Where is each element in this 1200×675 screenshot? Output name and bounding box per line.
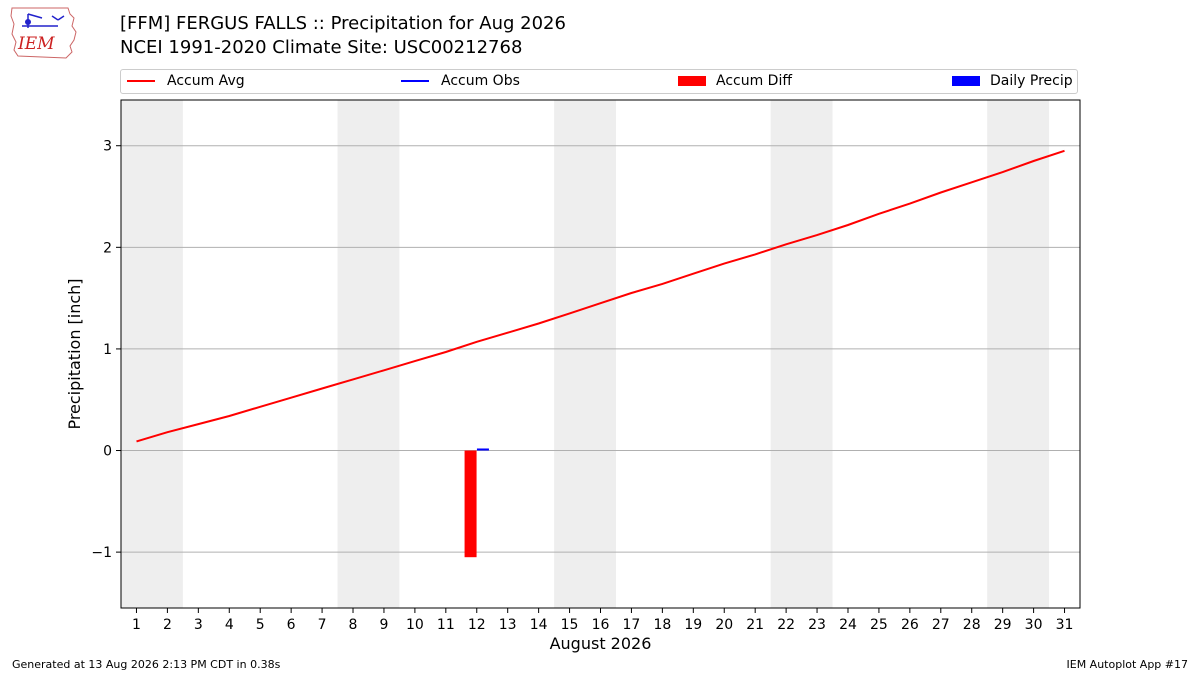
x-tick-label: 28: [963, 617, 981, 633]
series-line-accum-avg: [136, 149, 1065, 443]
weekend-band: [770, 100, 833, 608]
x-tick-label: 13: [499, 617, 517, 633]
iem-logo: [10, 7, 77, 59]
x-tick-label: 16: [592, 617, 610, 633]
y-tick-label: 2: [103, 240, 112, 256]
x-tick-label: 6: [287, 617, 296, 633]
x-tick-label: 27: [932, 617, 950, 633]
legend-swatch-accum-diff: [678, 76, 706, 86]
x-tick-label: 14: [530, 617, 548, 633]
x-tick-label: 18: [653, 617, 671, 633]
x-tick-label: 19: [684, 617, 702, 633]
x-tick-label: 9: [379, 617, 388, 633]
weekend-band: [554, 100, 616, 608]
legend-swatch-daily-precip: [952, 76, 980, 86]
chart-title: [FFM] FERGUS FALLS :: Precipitation for …: [120, 13, 566, 34]
x-tick-label: 4: [225, 617, 234, 633]
x-tick-label: 29: [994, 617, 1012, 633]
legend-swatch-accum-obs: [401, 80, 429, 82]
legend-swatch-accum-avg: [127, 80, 155, 82]
legend-item-accum-avg: Accum Avg: [127, 73, 245, 89]
x-tick-label: 7: [318, 617, 327, 633]
logo-text: IEM: [18, 34, 55, 54]
weekend-band: [337, 100, 400, 608]
x-axis-label: August 2026: [550, 634, 652, 653]
x-tick-label: 3: [194, 617, 203, 633]
y-tick-label: −1: [91, 545, 112, 561]
legend-label: Accum Obs: [441, 73, 520, 89]
legend-item-daily-precip: Daily Precip: [952, 73, 1073, 89]
footer-app-id: IEM Autoplot App #17: [1066, 658, 1189, 671]
x-tick-label: 26: [901, 617, 919, 633]
x-tick-label: 15: [561, 617, 579, 633]
chart-subtitle: NCEI 1991-2020 Climate Site: USC00212768: [120, 37, 523, 58]
y-tick-label: 3: [103, 139, 112, 155]
x-tick-label: 8: [349, 617, 358, 633]
legend-item-accum-diff: Accum Diff: [678, 73, 792, 89]
weekend-band: [121, 100, 183, 608]
y-tick-label: 0: [103, 444, 112, 460]
x-tick-label: 25: [870, 617, 888, 633]
legend-item-accum-obs: Accum Obs: [401, 73, 520, 89]
x-tick-label: 23: [808, 617, 826, 633]
x-tick-label: 11: [437, 617, 455, 633]
x-tick-label: 17: [623, 617, 641, 633]
x-tick-label: 5: [256, 617, 265, 633]
legend: Accum Avg Accum Obs Accum Diff Daily Pre…: [120, 69, 1078, 94]
x-tick-label: 31: [1056, 617, 1074, 633]
x-tick-label: 2: [163, 617, 172, 633]
footer-generated: Generated at 13 Aug 2026 2:13 PM CDT in …: [12, 658, 281, 671]
y-tick-label: 1: [103, 342, 112, 358]
legend-label: Accum Diff: [716, 73, 793, 89]
bar-daily-precip: [476, 448, 489, 451]
x-tick-label: 10: [406, 617, 424, 633]
x-tick-label: 21: [746, 617, 764, 633]
legend-label: Accum Avg: [167, 73, 245, 89]
legend-label: Daily Precip: [990, 73, 1073, 89]
x-tick-label: 20: [715, 617, 733, 633]
x-tick-label: 24: [839, 617, 857, 633]
x-tick-label: 22: [777, 617, 795, 633]
bar-accum-diff: [464, 450, 477, 558]
y-axis-label: Precipitation [inch]: [65, 278, 84, 429]
x-tick-label: 12: [468, 617, 486, 633]
weekend-band: [987, 100, 1050, 608]
x-tick-label: 1: [132, 617, 141, 633]
x-tick-label: 30: [1025, 617, 1043, 633]
